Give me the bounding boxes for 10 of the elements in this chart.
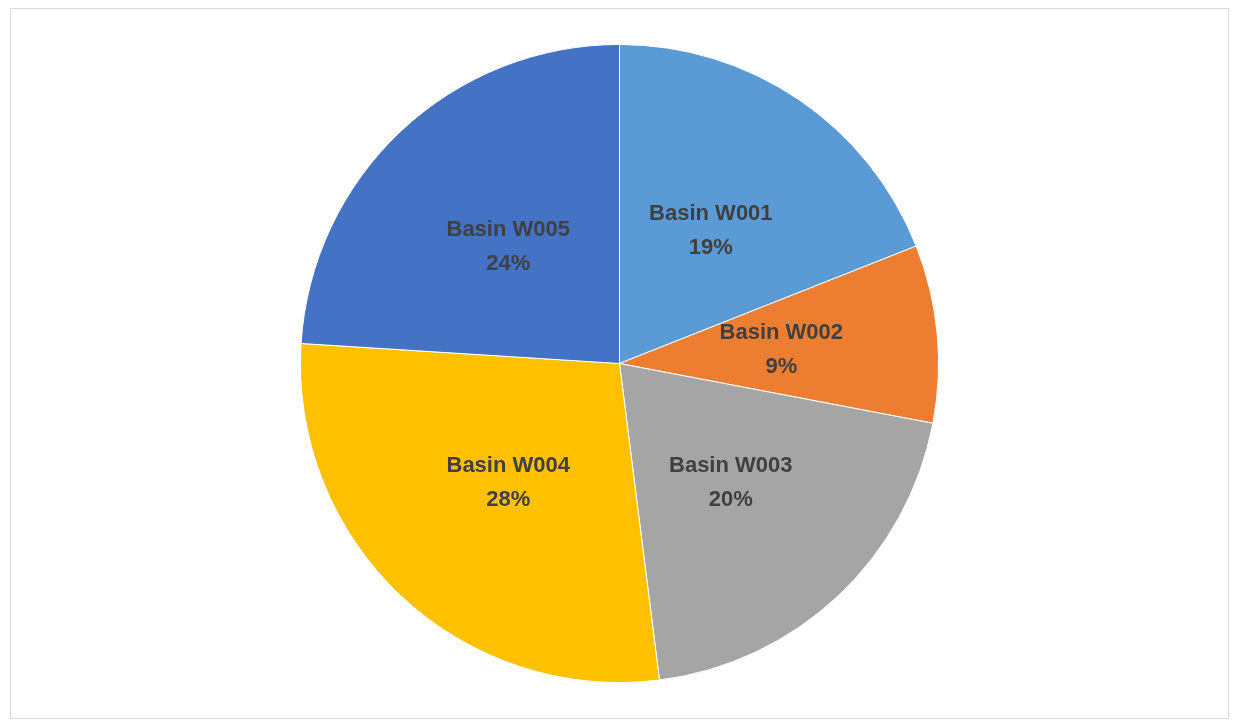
data-label: 28% (486, 486, 531, 512)
slice-label: Basin W001 (649, 199, 773, 225)
data-label: 9% (765, 352, 798, 378)
slice-label: Basin W002 (719, 318, 844, 344)
slice-label: Basin W004 (446, 452, 571, 478)
slice-label: Basin W003 (669, 452, 793, 478)
data-label: 19% (688, 233, 733, 259)
data-label: 24% (486, 249, 531, 275)
data-label: 20% (708, 486, 753, 512)
slice-label: Basin W005 (446, 215, 570, 241)
